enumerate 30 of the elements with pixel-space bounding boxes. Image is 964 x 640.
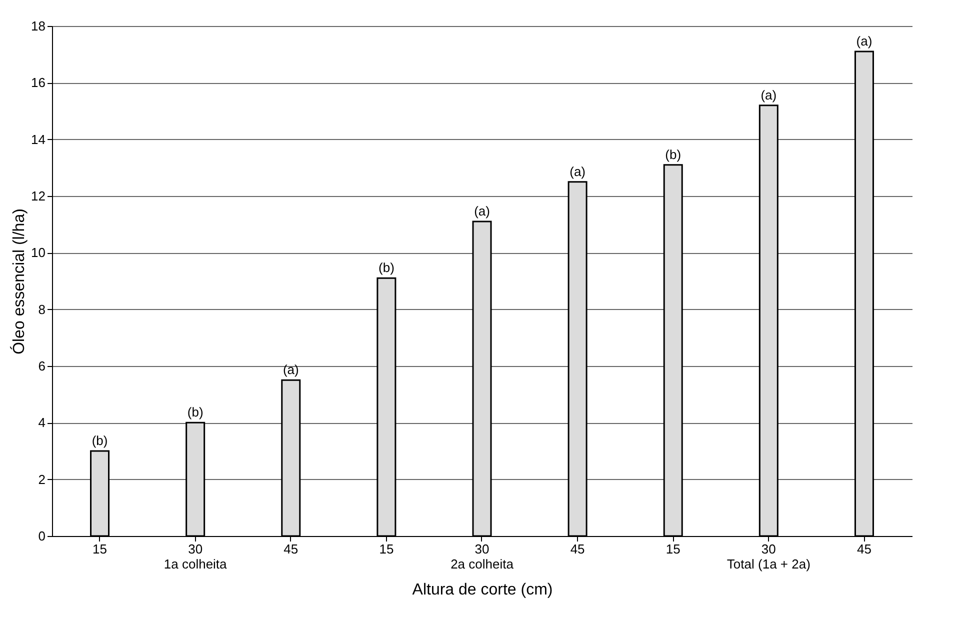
y-tick-label: 12 bbox=[31, 188, 46, 204]
data-label: (a) bbox=[474, 204, 490, 218]
y-tick-label: 6 bbox=[38, 358, 46, 374]
data-label: (b) bbox=[665, 146, 682, 162]
data-label: (b) bbox=[92, 433, 108, 448]
y-tick-label: 16 bbox=[31, 75, 46, 90]
x-tick-label: 30 Total (1a + 2a) bbox=[726, 542, 810, 572]
y-tick-label: 4 bbox=[38, 415, 46, 430]
x-tick-label: 45 bbox=[570, 542, 585, 556]
data-label: (a) bbox=[856, 34, 872, 48]
data-label: (a) bbox=[570, 164, 586, 179]
x-tick-label: 30 1a colheita bbox=[164, 542, 228, 572]
x-tick-label: 45 bbox=[284, 542, 298, 556]
y-tick-label: 10 bbox=[31, 245, 46, 260]
y-tick-label: 14 bbox=[31, 132, 46, 147]
y-axis-title: Óleo essencial (l/ha) bbox=[10, 208, 28, 354]
x-axis-title: Altura de corte (cm) bbox=[412, 582, 553, 598]
y-tick-label: 2 bbox=[38, 472, 46, 487]
data-label: (b) bbox=[378, 260, 394, 276]
y-tick-label: 8 bbox=[38, 302, 46, 317]
x-tick-label: 15 bbox=[379, 542, 394, 556]
x-tick-label: 45 bbox=[856, 542, 872, 556]
data-label: (a) bbox=[282, 362, 299, 378]
x-tick-label: 30 2a colheita bbox=[450, 542, 514, 572]
y-tick-label: 0 bbox=[38, 528, 46, 544]
data-label: (a) bbox=[760, 87, 777, 102]
x-tick-label: 15 bbox=[92, 542, 108, 556]
data-label: (b) bbox=[187, 404, 204, 420]
y-tick-label: 18 bbox=[31, 18, 46, 34]
x-tick-label: 15 bbox=[666, 542, 680, 556]
